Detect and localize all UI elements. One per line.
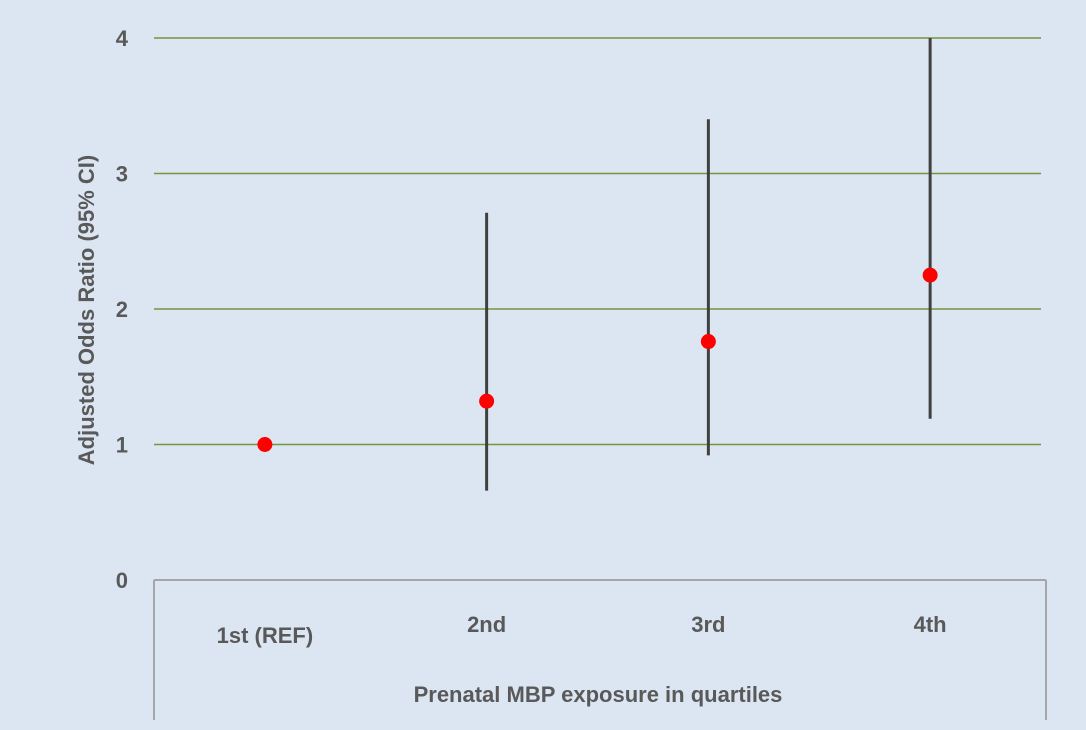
y-tick-label-0: 0 (116, 568, 128, 593)
x-category-label-3: 3rd (691, 612, 725, 637)
y-tick-label-2: 2 (116, 297, 128, 322)
odds-ratio-point-1 (257, 437, 272, 452)
y-tick-label-1: 1 (116, 433, 128, 458)
x-category-label-4: 4th (914, 612, 947, 637)
x-category-label-2: 2nd (467, 612, 506, 637)
odds-ratio-point-4 (923, 268, 938, 283)
odds-ratio-point-3 (701, 334, 716, 349)
y-tick-label-4: 4 (116, 26, 129, 51)
odds-ratio-point-2 (479, 394, 494, 409)
x-category-label-1: 1st (REF) (217, 623, 314, 648)
x-axis-title: Prenatal MBP exposure in quartiles (414, 682, 783, 707)
y-tick-label-3: 3 (116, 162, 128, 187)
y-axis-title: Adjusted Odds Ratio (95% CI) (74, 155, 99, 465)
